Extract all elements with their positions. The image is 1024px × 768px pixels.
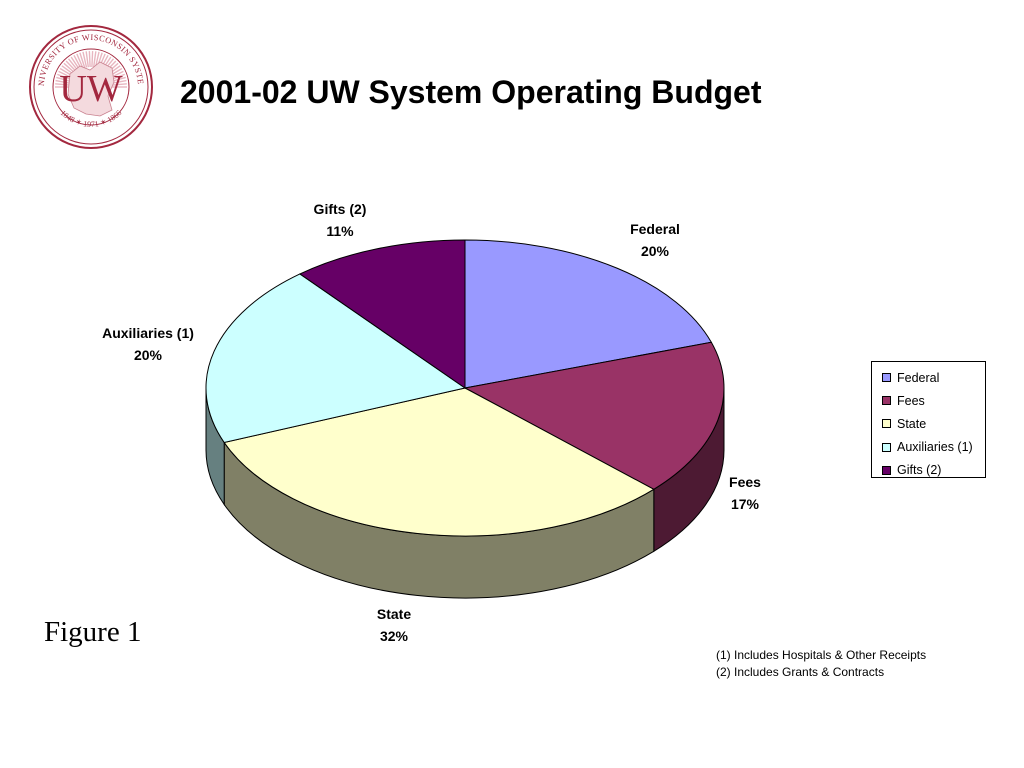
legend-item-gifts: Gifts (2) xyxy=(872,459,985,482)
legend-label: Auxiliaries (1) xyxy=(897,440,973,455)
slice-label-auxiliaries: Auxiliaries (1) 20% xyxy=(102,325,194,363)
pie-slice-federal xyxy=(464,239,713,389)
legend-item-federal: Federal xyxy=(872,366,985,389)
legend-swatch xyxy=(882,419,891,429)
slice-label-federal: Federal 20% xyxy=(630,221,680,259)
legend-label: Fees xyxy=(897,393,925,408)
uw-seal-logo: UNIVERSITY OF WISCONSIN SYSTEM UW 1848 ✶… xyxy=(28,24,153,149)
footnote-2: (2) Includes Grants & Contracts xyxy=(716,665,885,679)
slice-label-gifts: Gifts (2) 11% xyxy=(313,201,367,239)
logo-monogram: UW xyxy=(59,68,122,110)
legend-swatch xyxy=(882,396,891,406)
legend-item-state: State xyxy=(872,412,985,435)
pie-slice-fees xyxy=(463,341,725,490)
legend-label: Federal xyxy=(897,370,940,385)
figure-label: Figure 1 xyxy=(44,616,142,648)
slice-label-state: State 32% xyxy=(376,606,412,644)
chart-legend: Federal Fees State Auxiliaries (1) Gifts… xyxy=(871,361,986,478)
legend-swatch xyxy=(882,442,891,452)
page-title: 2001-02 UW System Operating Budget xyxy=(180,74,762,110)
legend-item-auxiliaries: Auxiliaries (1) xyxy=(872,436,985,459)
legend-item-fees: Fees xyxy=(872,389,985,412)
legend-swatch xyxy=(882,465,891,475)
pie-slice-auxiliaries xyxy=(205,273,467,444)
footnote-1: (1) Includes Hospitals & Other Receipts xyxy=(716,648,927,662)
pie-slice-state xyxy=(223,387,655,537)
legend-label: State xyxy=(897,416,927,431)
legend-label: Gifts (2) xyxy=(897,463,942,478)
legend-swatch xyxy=(882,373,891,383)
slice-label-fees: Fees 17% xyxy=(729,474,761,512)
footnotes: (1) Includes Hospitals & Other Receipts … xyxy=(716,647,926,681)
pie-slice-gifts xyxy=(298,239,466,389)
